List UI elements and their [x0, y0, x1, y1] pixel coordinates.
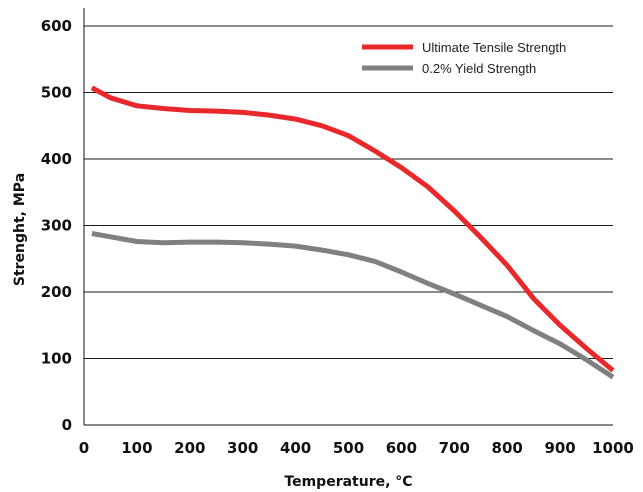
x-tick-label: 400 [280, 439, 311, 457]
x-axis-title: Temperature, °C [284, 474, 412, 490]
y-tick-label: 200 [41, 283, 72, 301]
y-axis-title: Strenght, MPa [12, 173, 28, 286]
series-line-yield-strength [91, 231, 615, 380]
x-tick-label: 300 [227, 439, 258, 457]
y-tick-label: 300 [41, 217, 72, 235]
x-tick-label: 100 [121, 439, 152, 457]
gridlines [84, 25, 613, 359]
series-line-ultimate-tensile-strength [90, 85, 615, 373]
x-axis-ticks: 0 100 200 300 400 500 600 700 800 900 1000 [79, 439, 634, 457]
y-tick-label: 100 [41, 350, 72, 368]
x-tick-label: 800 [492, 439, 523, 457]
x-tick-label: 0 [79, 439, 89, 457]
y-axis-ticks: 0 100 200 300 400 500 600 [41, 17, 72, 434]
y-tick-label: 400 [41, 150, 72, 168]
legend-label: Ultimate Tensile Strength [422, 40, 566, 55]
legend-label: 0.2% Yield Strength [422, 61, 536, 76]
x-tick-label: 200 [174, 439, 205, 457]
x-tick-label: 500 [333, 439, 364, 457]
y-tick-label: 500 [41, 84, 72, 102]
data-series [90, 85, 615, 380]
y-tick-label: 600 [41, 17, 72, 35]
y-tick-label: 0 [62, 416, 72, 434]
legend: Ultimate Tensile Strength 0.2% Yield Stre… [362, 40, 566, 76]
x-tick-label: 900 [544, 439, 575, 457]
x-tick-label: 700 [439, 439, 470, 457]
x-tick-label: 600 [386, 439, 417, 457]
x-tick-label: 1000 [592, 439, 634, 457]
